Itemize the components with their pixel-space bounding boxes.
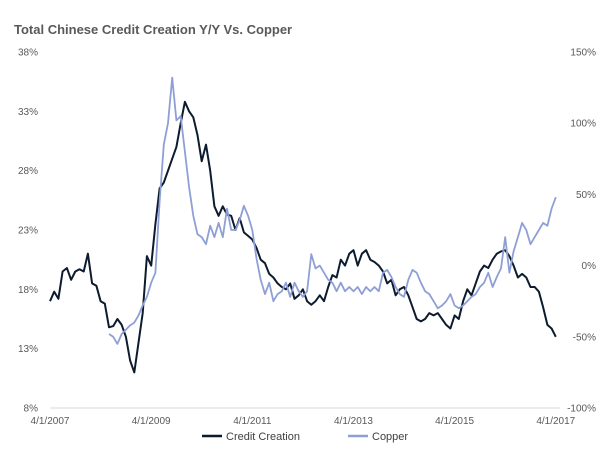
y-left-tick-label: 8%	[24, 404, 39, 415]
y-left-tick-label: 23%	[18, 226, 38, 237]
y-right-tick-label: -100%	[567, 404, 596, 415]
x-tick-label: 4/1/2009	[132, 416, 171, 427]
series-line-copper	[108, 76, 557, 345]
y-left-tick-label: 33%	[18, 107, 38, 118]
x-tick-label: 4/1/2011	[233, 416, 272, 427]
x-tick-label: 4/1/2015	[435, 416, 474, 427]
x-tick-label: 4/1/2017	[536, 416, 575, 427]
y-left-tick-label: 13%	[18, 344, 38, 355]
x-tick-label: 4/1/2007	[31, 416, 70, 427]
y-right-tick-label: 100%	[570, 119, 596, 130]
legend-label-copper: Copper	[372, 431, 408, 443]
y-right-tick-label: 150%	[570, 48, 596, 59]
series-line-credit-creation	[49, 100, 557, 374]
y-left-tick-label: 28%	[18, 166, 38, 177]
y-left-tick-label: 38%	[18, 48, 38, 59]
x-tick-label: 4/1/2013	[334, 416, 373, 427]
y-right-tick-label: -50%	[573, 332, 596, 343]
y-right-tick-label: 0%	[582, 261, 597, 272]
chart-title: Total Chinese Credit Creation Y/Y Vs. Co…	[14, 22, 293, 37]
y-left-tick-label: 18%	[18, 285, 38, 296]
legend-label-credit-creation: Credit Creation	[226, 431, 300, 443]
y-right-tick-label: 50%	[576, 190, 596, 201]
